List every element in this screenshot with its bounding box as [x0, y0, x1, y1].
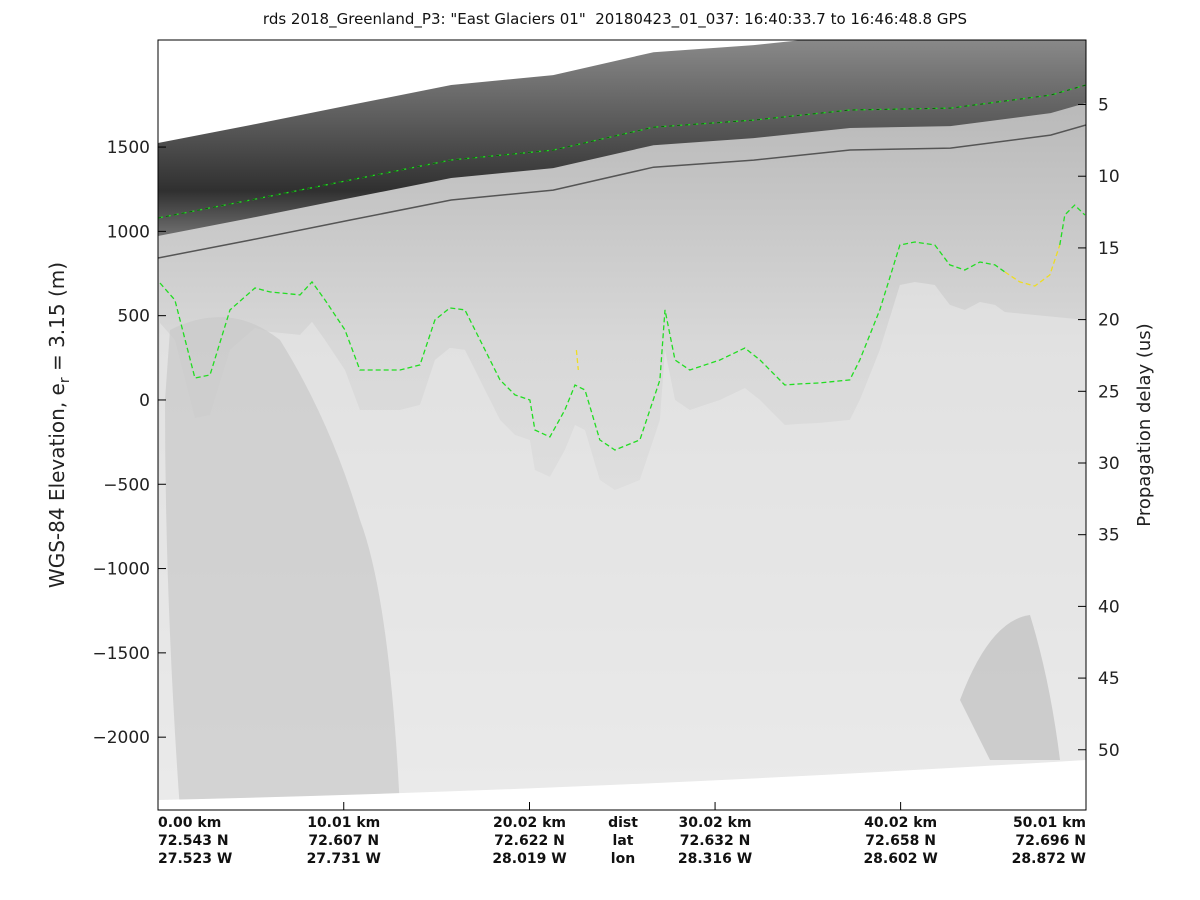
y-right-tick-label: 45: [1098, 669, 1120, 689]
x-tick-label-dist: 40.02 km: [864, 815, 937, 831]
y-right-tick-label: 40: [1098, 597, 1120, 617]
chart-title: rds 2018_Greenland_P3: "East Glaciers 01…: [263, 10, 967, 29]
x-row-label-dist: dist: [608, 815, 638, 831]
y-axis-left-label: WGS-84 Elevation, er = 3.15 (m): [45, 262, 73, 588]
y-axis-right-label: Propagation delay (us): [1134, 323, 1155, 526]
y-right-tick-label: 25: [1098, 382, 1120, 402]
x-tick-label-dist: 30.02 km: [679, 815, 752, 831]
y-tick-label: −1000: [92, 560, 150, 580]
y-tick-label: −2000: [92, 728, 150, 748]
x-tick-label-lon: 27.523 W: [158, 851, 232, 867]
radargram-image: [158, 40, 1086, 810]
plot-frame: [157, 39, 1087, 811]
x-tick-label-lat: 72.696 N: [1015, 833, 1086, 849]
y-right-tick-label: 30: [1098, 454, 1120, 474]
y-right-tick-label: 5: [1098, 96, 1109, 116]
x-tick-label-lat: 72.658 N: [865, 833, 936, 849]
y-tick-label: −500: [103, 475, 150, 495]
x-row-label-lat: lat: [613, 833, 634, 849]
y-tick-label: −1500: [92, 644, 150, 664]
y-right-tick-label: 15: [1098, 239, 1120, 259]
y-right-tick-label: 10: [1098, 167, 1120, 187]
y-right-tick-label: 35: [1098, 526, 1120, 546]
no-data-region: [158, 760, 1086, 810]
x-tick-label-lat: 72.607 N: [308, 833, 379, 849]
x-tick-label-dist: 20.02 km: [493, 815, 566, 831]
surface-line-shadow: [158, 84, 1086, 219]
x-tick-label-lat: 72.543 N: [158, 833, 229, 849]
x-row-label-lon: lon: [611, 851, 635, 867]
y-tick-label: 1000: [107, 222, 150, 242]
x-tick-label-dist: 50.01 km: [1013, 815, 1086, 831]
y-tick-label: 1500: [107, 138, 150, 158]
y-tick-label: 500: [118, 307, 150, 327]
layer-line-bottom: [159, 241, 1006, 451]
y-right-tick-label: 20: [1098, 311, 1120, 331]
x-tick-label-lon: 28.602 W: [863, 851, 937, 867]
x-tick-label-lat: 72.632 N: [680, 833, 751, 849]
y-right-tick-label: 50: [1098, 741, 1120, 761]
x-tick-label-lon: 28.316 W: [678, 851, 752, 867]
layer-line-bottom-alt-1: [1004, 244, 1061, 287]
x-tick-label-dist: 10.01 km: [307, 815, 380, 831]
internal-layer: [158, 124, 1086, 259]
bed-echo-blob: [960, 615, 1060, 760]
x-tick-label-lat: 72.622 N: [494, 833, 565, 849]
x-tick-label-dist: 0.00 km: [158, 815, 221, 831]
x-tick-label-lon: 28.019 W: [492, 851, 566, 867]
x-tick-label-lon: 28.872 W: [1012, 851, 1086, 867]
surface-band: [158, 40, 1086, 236]
bed-echo-blob: [165, 317, 400, 810]
y-tick-label: 0: [139, 391, 150, 411]
layer-line-bottom-end: [1059, 204, 1086, 246]
x-tick-label-lon: 27.731 W: [307, 851, 381, 867]
layer-line-bottom-alt-2: [575, 350, 579, 371]
